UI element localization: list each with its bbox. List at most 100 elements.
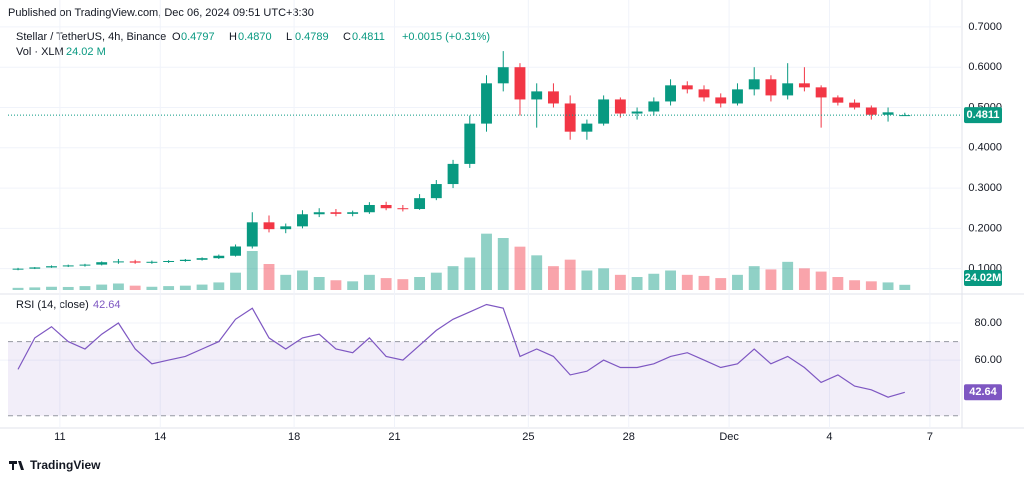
volume-bar [732,274,743,290]
symbol: Stellar / TetherUS, 4h, Binance [16,31,166,43]
candle-body [882,112,894,115]
candle-body [62,265,74,267]
volume-bar [297,270,308,290]
volume-bar [665,270,676,290]
volume-bar [765,269,777,290]
volume-bar [196,284,208,290]
volume-bar [79,286,91,290]
ohlc-value: 0.4870 [238,31,272,43]
volume-box [964,270,1002,286]
candle-body [347,212,359,214]
volume-bar [96,284,108,290]
volume-bar [29,287,41,290]
rsi-value: 42.64 [93,299,121,311]
candle-body [79,264,91,266]
volume-bar [832,277,844,290]
candle-body [430,184,442,199]
y-tick-label: 0.3000 [968,182,1002,194]
volume-title: Vol · XLM [16,46,64,58]
volume-bar [414,277,426,290]
candle-body [163,260,175,262]
candle-body [129,261,141,263]
volume-bar [798,268,810,290]
candle-body [547,91,559,104]
volume-bar [865,281,877,290]
candle-body [46,266,57,268]
candle-body [96,262,108,265]
ohlc-value: 0.4797 [181,31,215,43]
x-tick-label: 14 [154,431,166,443]
candle-body [414,198,426,210]
x-tick-label: 21 [388,431,400,443]
volume-value: 24.02 M [66,46,106,58]
change: +0.0015 (+0.31%) [402,31,490,43]
candle-body [12,268,24,270]
volume-bar [380,278,392,290]
candle-body [832,97,844,103]
candle-body [297,214,308,227]
ohlc-key: O [172,31,181,43]
rsi-band [8,341,960,416]
x-tick-label: 25 [522,431,534,443]
candle-body [631,111,643,114]
volume-bar [715,278,727,290]
volume-bar [748,266,760,290]
volume-bar [782,261,794,290]
candle-body [665,85,676,102]
brand: TradingView [30,458,101,472]
volume-bar [815,271,827,290]
volume-bar [481,233,492,290]
candle-body [363,204,375,213]
volume-bar [514,246,526,290]
candle-body [614,99,626,114]
x-tick-label: 11 [54,431,65,443]
rsi-tick-label: 80.00 [974,317,1002,329]
candle-body [564,103,576,132]
volume-bar [447,266,459,290]
last-price-box [964,107,1002,124]
y-tick-label: 0.7000 [968,21,1002,33]
candle-body [681,85,693,90]
tv-logo [9,461,24,470]
candle-body [581,123,593,132]
candle-body [598,99,610,124]
candle-body [380,204,392,209]
candle-body [732,89,743,104]
ohlc-key: C [343,31,351,43]
candle-body [29,267,41,269]
candle-body [497,67,509,84]
rsi-box [964,384,1002,401]
candle-body [865,107,877,115]
volume-bar [497,238,509,290]
x-tick-label: 4 [826,431,832,443]
ohlc-key: H [229,31,237,43]
volume-bar [614,274,626,290]
volume-bar [129,285,141,290]
volume-bar [163,286,175,290]
y-tick-label: 0.6000 [968,61,1002,73]
candle-body [397,208,409,210]
candle-body [230,246,241,256]
volume-last-label: 24.02M [965,272,1002,284]
y-tick-label: 0.2000 [968,222,1002,234]
candle-body [330,212,342,214]
volume-bar [430,272,442,290]
candle-body [514,67,526,100]
volume-bar [849,280,861,290]
volume-bar [698,275,710,290]
volume-bar [213,282,225,290]
candle-body [715,97,727,104]
volume-bar [330,280,342,290]
candle-body [849,102,861,108]
volume-bar [246,251,258,290]
volume-bar [631,277,643,290]
volume-bar [598,268,610,290]
x-tick-label: Dec [719,431,739,443]
volume-bar [263,264,275,290]
ohlc-value: 0.4789 [295,31,329,43]
volume-bar [62,286,74,290]
volume-bar [882,282,894,290]
